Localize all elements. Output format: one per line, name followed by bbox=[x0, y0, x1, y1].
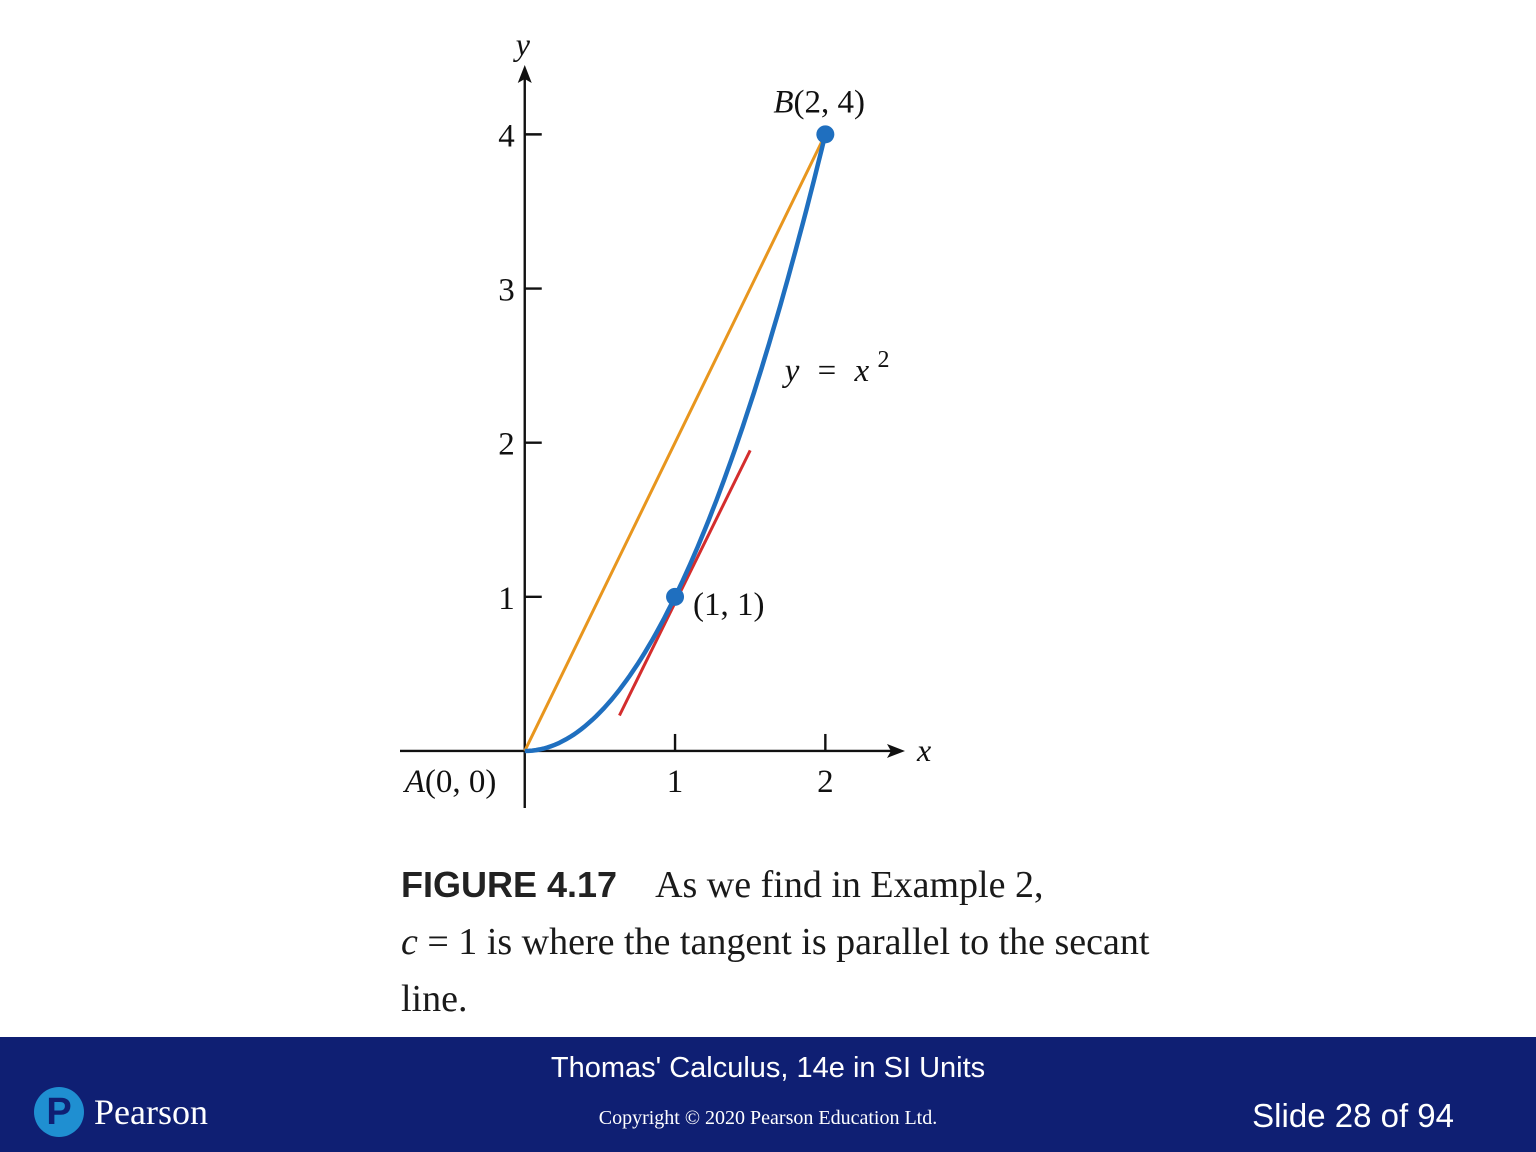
point-c-marker bbox=[666, 587, 685, 606]
book-title: Thomas' Calculus, 14e in SI Units bbox=[550, 1052, 986, 1084]
y-axis-label: y bbox=[513, 26, 531, 62]
slide-footer: P Pearson Thomas' Calculus, 14e in SI Un… bbox=[0, 1037, 1536, 1152]
figure-number: FIGURE 4.17 bbox=[401, 864, 618, 905]
tangent-line bbox=[618, 449, 752, 717]
figure-caption: FIGURE 4.17 As we find in Example 2, c = … bbox=[401, 856, 1161, 1028]
x-axis-arrow-icon bbox=[887, 743, 905, 758]
x-tick-label-2: 2 bbox=[817, 764, 834, 800]
copyright-notice: Copyright © 2020 Pearson Education Ltd. bbox=[598, 1107, 938, 1129]
point-a-label: A(0, 0) bbox=[403, 764, 497, 800]
caption-math-rest: = 1 bbox=[417, 921, 478, 963]
x-axis-label: x bbox=[916, 732, 931, 768]
y-tick-label-3: 3 bbox=[498, 273, 515, 309]
pearson-logo: P Pearson bbox=[34, 1087, 234, 1143]
y-axis-arrow-icon bbox=[517, 65, 532, 83]
axis-ticks: 1 2 1 2 3 4 bbox=[498, 118, 833, 800]
y-tick-label-4: 4 bbox=[498, 118, 515, 154]
caption-math-var: c bbox=[401, 921, 418, 963]
caption-line-1: As we find in Example 2, bbox=[655, 864, 1044, 906]
mvt-figure: 1 2 1 2 3 4 x y A(0, 0) B(2, 4) (1, 1) y = x … bbox=[400, 26, 931, 808]
caption-line-2: is where the tangent is parallel to the … bbox=[401, 921, 1150, 1020]
point-c-label: (1, 1) bbox=[693, 587, 764, 623]
pearson-wordmark: Pearson bbox=[94, 1092, 208, 1132]
point-b-marker bbox=[816, 125, 835, 144]
slide-number: Slide 28 of 94 bbox=[1252, 1097, 1454, 1134]
pearson-p-icon: P bbox=[34, 1087, 84, 1137]
point-b-label: B(2, 4) bbox=[773, 84, 865, 120]
curve-equation-label: y = x 2 bbox=[782, 347, 890, 389]
y-tick-label-2: 2 bbox=[498, 427, 515, 463]
x-tick-label-1: 1 bbox=[667, 764, 684, 800]
y-tick-label-1: 1 bbox=[498, 581, 515, 617]
secant-line bbox=[523, 133, 827, 752]
